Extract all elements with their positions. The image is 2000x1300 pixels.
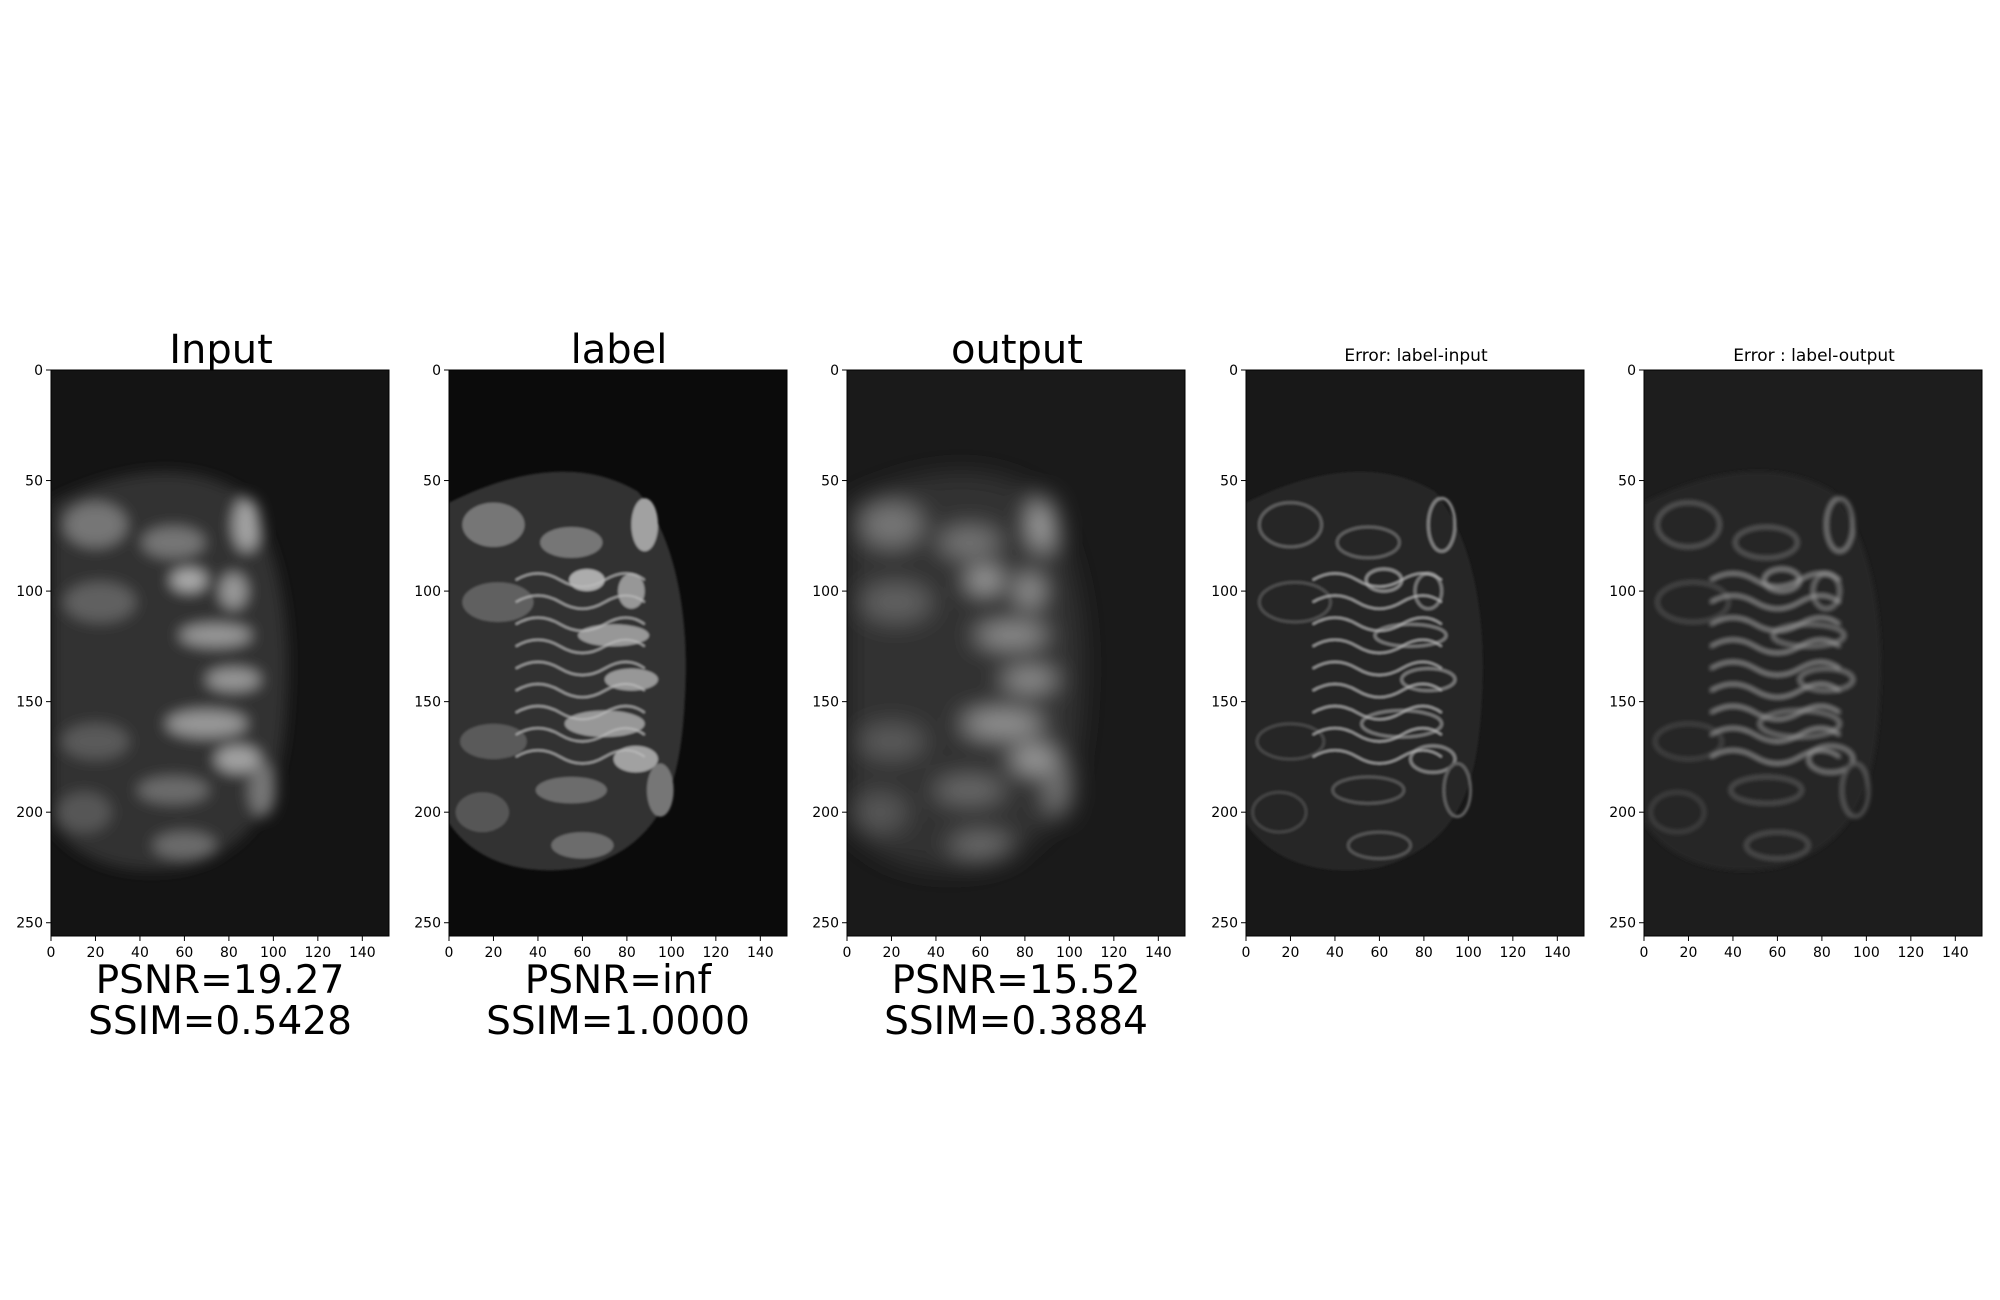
brain-slice-image: [51, 370, 389, 936]
x-tick-label: 100: [658, 945, 685, 961]
y-tick-label: 50: [423, 474, 441, 490]
y-tick-label: 250: [414, 916, 441, 932]
brain-slice-image: [1246, 370, 1584, 936]
x-tick-label: 140: [1942, 945, 1969, 961]
image-output: [847, 370, 1185, 936]
ssim-input: SSIM=0.5428: [88, 999, 352, 1044]
y-tick-label: 100: [16, 584, 43, 600]
y-tick-label: 250: [16, 916, 43, 932]
x-tick-label: 60: [574, 945, 592, 961]
x-tick-label: 40: [131, 945, 149, 961]
y-tick-label: 100: [812, 584, 839, 600]
x-tick-label: 40: [927, 945, 945, 961]
panel-title-error-output: Error : label-output: [1733, 346, 1895, 366]
y-tick-label: 200: [1211, 805, 1238, 821]
x-tick-label: 140: [349, 945, 376, 961]
x-tick-label: 20: [485, 945, 503, 961]
y-tick-label: 200: [1609, 805, 1636, 821]
x-tick-label: 60: [1371, 945, 1389, 961]
x-tick-label: 80: [220, 945, 238, 961]
y-tick-label: 250: [812, 916, 839, 932]
x-tick-label: 120: [1499, 945, 1526, 961]
brain-slice-image: [847, 370, 1185, 936]
x-tick-label: 100: [1455, 945, 1482, 961]
x-tick-label: 0: [843, 945, 852, 961]
y-tick-label: 200: [812, 805, 839, 821]
x-tick-label: 140: [1544, 945, 1571, 961]
x-tick-label: 40: [1326, 945, 1344, 961]
psnr-input: PSNR=19.27: [95, 958, 345, 1003]
y-tick-label: 150: [812, 695, 839, 711]
x-tick-label: 120: [1100, 945, 1127, 961]
panel-title-error-input: Error: label-input: [1344, 346, 1488, 366]
x-tick-label: 80: [1813, 945, 1831, 961]
y-tick-label: 150: [1609, 695, 1636, 711]
y-tick-label: 150: [1211, 695, 1238, 711]
x-tick-label: 40: [529, 945, 547, 961]
y-tick-label: 150: [414, 695, 441, 711]
y-tick-label: 0: [830, 363, 839, 379]
x-tick-label: 120: [702, 945, 729, 961]
x-tick-label: 20: [1680, 945, 1698, 961]
y-tick-label: 200: [16, 805, 43, 821]
brain-slice-image: [1644, 370, 1982, 936]
y-tick-label: 0: [34, 363, 43, 379]
y-tick-label: 0: [1229, 363, 1238, 379]
y-tick-label: 150: [16, 695, 43, 711]
y-tick-label: 250: [1609, 916, 1636, 932]
panel-title-input: Input: [169, 327, 273, 373]
y-tick-label: 100: [1609, 584, 1636, 600]
panel-title-output: output: [951, 327, 1083, 373]
image-error-output: [1644, 370, 1982, 936]
x-tick-label: 60: [176, 945, 194, 961]
x-tick-label: 60: [1769, 945, 1787, 961]
x-tick-label: 0: [1640, 945, 1649, 961]
x-tick-label: 140: [747, 945, 774, 961]
x-tick-label: 100: [1056, 945, 1083, 961]
x-tick-label: 120: [1897, 945, 1924, 961]
x-tick-label: 100: [260, 945, 287, 961]
x-tick-label: 0: [445, 945, 454, 961]
image-input: [51, 370, 389, 936]
y-tick-label: 100: [414, 584, 441, 600]
x-tick-label: 20: [1282, 945, 1300, 961]
panel-title-label: label: [570, 327, 668, 373]
y-tick-label: 250: [1211, 916, 1238, 932]
y-tick-label: 50: [1220, 474, 1238, 490]
ssim-output: SSIM=0.3884: [884, 999, 1148, 1044]
x-tick-label: 60: [972, 945, 990, 961]
y-tick-label: 100: [1211, 584, 1238, 600]
brain-slice-image: [449, 370, 787, 936]
x-tick-label: 120: [304, 945, 331, 961]
x-tick-label: 100: [1853, 945, 1880, 961]
x-tick-label: 140: [1145, 945, 1172, 961]
y-tick-label: 50: [25, 474, 43, 490]
image-label: [449, 370, 787, 936]
x-tick-label: 80: [618, 945, 636, 961]
psnr-output: PSNR=15.52: [891, 958, 1141, 1003]
x-tick-label: 40: [1724, 945, 1742, 961]
x-tick-label: 20: [883, 945, 901, 961]
y-tick-label: 50: [1618, 474, 1636, 490]
image-error-input: [1246, 370, 1584, 936]
x-tick-label: 80: [1016, 945, 1034, 961]
y-tick-label: 50: [821, 474, 839, 490]
x-tick-label: 20: [87, 945, 105, 961]
y-tick-label: 200: [414, 805, 441, 821]
y-tick-label: 0: [432, 363, 441, 379]
x-tick-label: 0: [1242, 945, 1251, 961]
x-tick-label: 0: [47, 945, 56, 961]
psnr-label: PSNR=inf: [524, 958, 712, 1003]
y-tick-label: 0: [1627, 363, 1636, 379]
x-tick-label: 80: [1415, 945, 1433, 961]
ssim-label: SSIM=1.0000: [486, 999, 750, 1044]
